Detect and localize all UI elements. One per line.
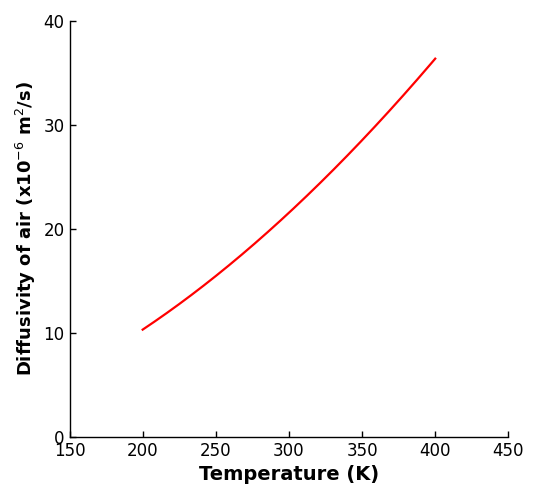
Y-axis label: Diffusivity of air (x10$^{-6}$ m$^2$/s): Diffusivity of air (x10$^{-6}$ m$^2$/s) (14, 81, 38, 376)
X-axis label: Temperature (K): Temperature (K) (199, 465, 379, 484)
